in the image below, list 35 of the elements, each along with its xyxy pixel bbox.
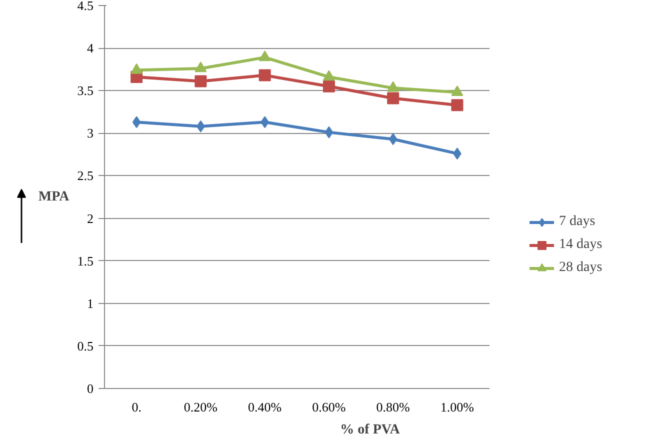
y-tick-label: 4 <box>87 40 94 56</box>
legend-label: 28 days <box>559 260 602 276</box>
y-tick-label: 0.5 <box>77 338 94 354</box>
x-tick-label: 0.20% <box>184 400 218 414</box>
point <box>322 80 335 92</box>
x-tick-label: 0. <box>132 400 142 414</box>
y-tick-label: 1 <box>87 296 94 311</box>
x-axis-title: % of PVA <box>340 422 401 438</box>
legend-label: 14 days <box>559 237 602 253</box>
point <box>258 69 271 82</box>
point <box>258 50 271 62</box>
y-tick-label: 3 <box>87 126 94 141</box>
point <box>194 62 207 72</box>
y-tick-label: 1.5 <box>77 253 94 268</box>
y-tick-label: 2 <box>87 210 94 226</box>
y-tick-label: 4.5 <box>77 0 94 13</box>
point <box>324 126 334 138</box>
legend-label: 7 days <box>559 214 596 230</box>
y-axis-title: MPA <box>38 190 70 204</box>
x-tick-label: 0.40% <box>248 400 282 414</box>
x-tick-label: 1.00% <box>440 400 474 414</box>
point <box>132 116 141 128</box>
point <box>451 85 464 96</box>
point <box>194 75 207 88</box>
y-tick-label: 2.5 <box>77 168 94 184</box>
point <box>388 133 398 146</box>
point <box>387 92 400 104</box>
point <box>322 70 335 81</box>
x-tick-label: 0.60% <box>312 400 346 414</box>
point <box>387 81 400 92</box>
x-tick-label: 0.80% <box>376 400 410 414</box>
y-tick-label: 3.5 <box>77 83 94 98</box>
point <box>130 63 143 74</box>
point <box>451 99 464 112</box>
y-tick-label: 0 <box>87 381 94 396</box>
